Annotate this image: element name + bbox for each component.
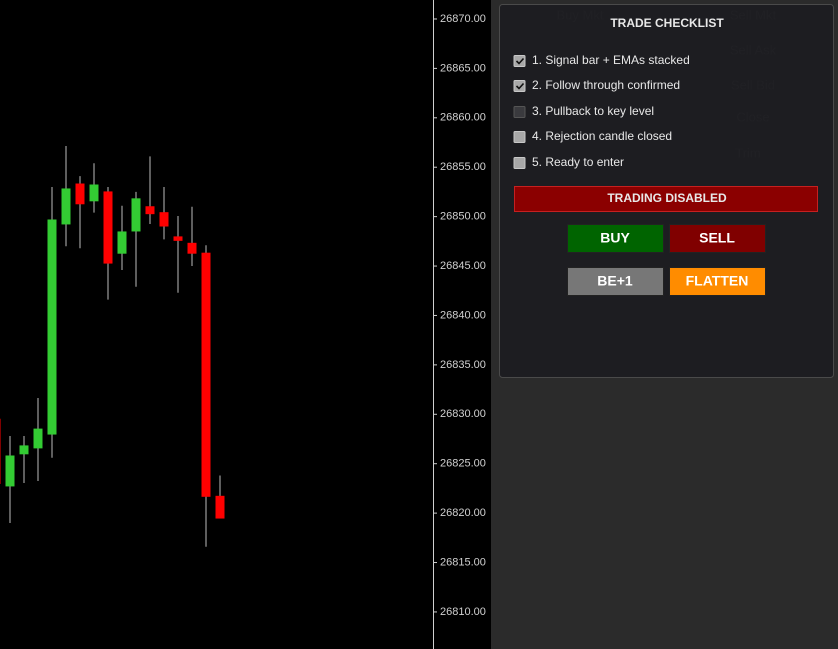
checkbox[interactable]: [513, 157, 526, 169]
candle-body: [201, 252, 211, 497]
candle-body: [103, 191, 113, 264]
candle-body: [187, 242, 197, 254]
candle-body: [75, 183, 85, 205]
y-tick-label: 26870.00: [440, 13, 486, 25]
checklist-label: 3. Pullback to key level: [532, 104, 654, 118]
candle-body: [19, 445, 29, 455]
action-button[interactable]: [669, 267, 766, 296]
candle-body: [5, 455, 15, 487]
checklist-label: 1. Signal bar + EMAs stacked: [532, 53, 690, 67]
y-tick-label: 26825.00: [440, 458, 486, 470]
candle-body: [33, 428, 43, 449]
y-tick-label: 26830.00: [440, 408, 486, 420]
panel-title: TRADE CHECKLIST: [610, 16, 724, 30]
y-tick-label: 26840.00: [440, 309, 486, 321]
candle-body: [131, 198, 141, 232]
y-tick-label: 26865.00: [440, 62, 486, 74]
y-tick-label: 26820.00: [440, 507, 486, 519]
candle-body: [117, 231, 127, 254]
checkbox[interactable]: [513, 131, 526, 143]
action-button[interactable]: [567, 224, 664, 253]
status-text: TRADING DISABLED: [607, 191, 727, 205]
checkbox[interactable]: [513, 80, 526, 92]
candle-body: [159, 212, 169, 227]
checkbox[interactable]: [513, 106, 526, 118]
checklist-label: 5. Ready to enter: [532, 155, 624, 169]
check-mark: [515, 82, 525, 90]
checklist-label: 2. Follow through confirmed: [532, 78, 680, 92]
candle-body: [173, 236, 183, 241]
candle-body: [61, 188, 71, 225]
y-tick-label: 26845.00: [440, 260, 486, 272]
button-label: FLATTEN: [686, 273, 749, 289]
y-tick-label: 26860.00: [440, 112, 486, 124]
action-button[interactable]: [669, 224, 766, 253]
checklist: 1. Signal bar + EMAs stacked 2. Follow th…: [513, 53, 690, 169]
y-tick-label: 26835.00: [440, 359, 486, 371]
candle-body: [145, 206, 155, 215]
check-mark: [515, 57, 525, 65]
candle-body: [89, 184, 99, 202]
candle-body: [215, 495, 225, 519]
button-label: SELL: [699, 230, 735, 246]
y-tick-label: 26850.00: [440, 211, 486, 223]
y-tick-label: 26815.00: [440, 556, 486, 568]
chart-area: [0, 0, 491, 649]
buttons: BUY SELL BE+1 FLATTEN: [567, 224, 766, 296]
checklist-label: 4. Rejection candle closed: [532, 129, 672, 143]
status-bar: [514, 186, 818, 212]
checkbox[interactable]: [513, 55, 526, 67]
y-tick-label: 26810.00: [440, 606, 486, 618]
y-tick-label: 26855.00: [440, 161, 486, 173]
candle-body: [47, 219, 57, 435]
button-label: BUY: [600, 230, 630, 246]
action-button[interactable]: [567, 267, 664, 296]
button-label: BE+1: [597, 273, 633, 289]
